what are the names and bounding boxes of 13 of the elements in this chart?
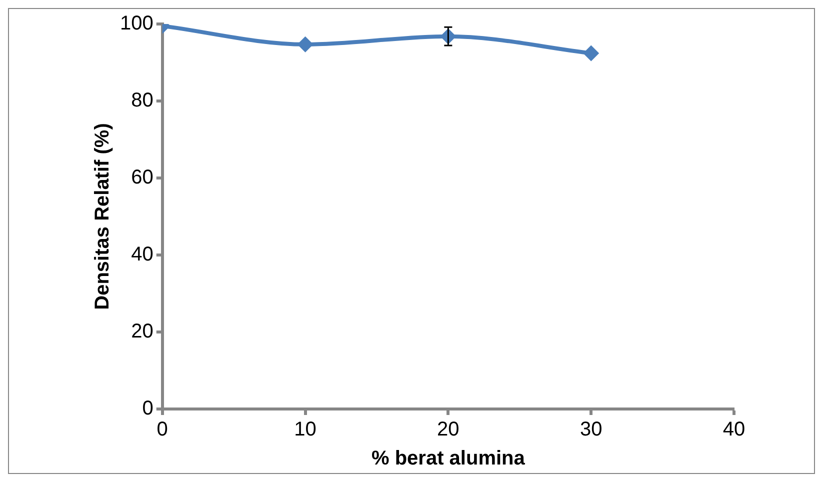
y-tick-label: 60 bbox=[131, 166, 154, 189]
x-tick-label: 40 bbox=[722, 418, 746, 441]
y-tick-label: 80 bbox=[131, 90, 154, 112]
y-tick-label: 0 bbox=[142, 398, 154, 420]
x-tick-label: 20 bbox=[437, 418, 460, 441]
x-tick-label: 30 bbox=[580, 418, 602, 441]
y-axis-title: Densitas Relatif (%) bbox=[92, 123, 114, 310]
x-tick-label: 10 bbox=[294, 418, 316, 441]
y-tick-label: 40 bbox=[131, 244, 154, 266]
x-tick-label: 0 bbox=[156, 418, 168, 441]
x-axis-title: % berat alumina bbox=[371, 448, 526, 470]
y-tick-label: 20 bbox=[131, 320, 154, 343]
y-tick-label: 100 bbox=[120, 12, 154, 35]
